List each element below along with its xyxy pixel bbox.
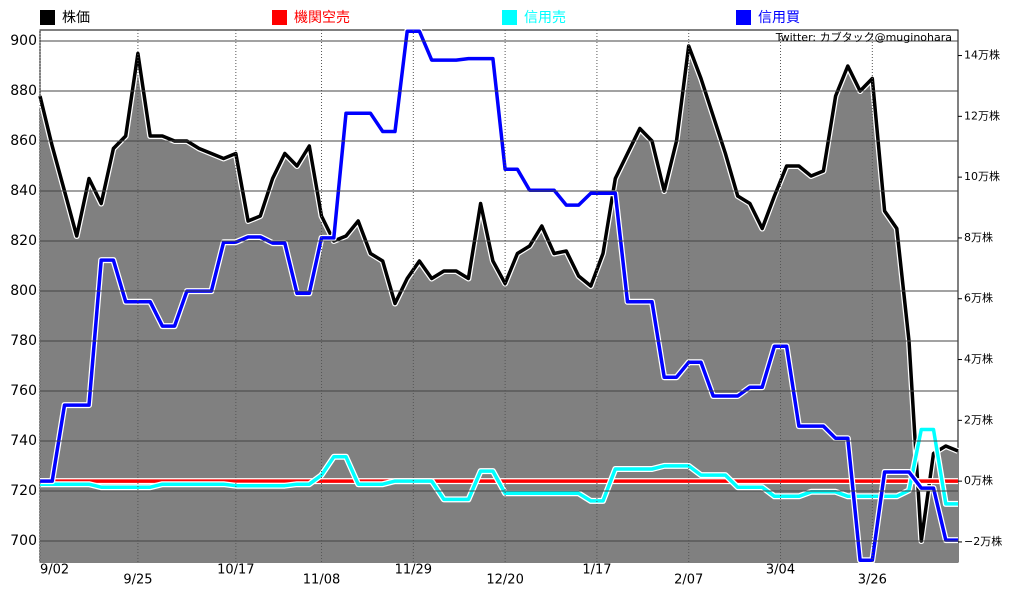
y-tick-label: 880: [10, 83, 37, 99]
annotation: Twitter: カブタック@muginohara: [775, 30, 952, 44]
y2-tick-label: 2万株: [964, 412, 993, 426]
y-tick-label: 820: [10, 233, 37, 249]
x-tick-label: 1/17: [582, 563, 611, 578]
y-tick-label: 840: [10, 183, 37, 199]
y-tick-label: 860: [10, 133, 37, 149]
legend-label: 信用売: [524, 10, 566, 26]
y2-tick-label: 10万株: [964, 169, 1000, 183]
series-line: [40, 427, 958, 506]
y2-tick-label: 6万株: [964, 291, 993, 305]
y2-tick-label: 4万株: [964, 352, 993, 366]
legend-label: 株価: [62, 10, 90, 26]
y2-tick-label: 8万株: [964, 230, 993, 244]
y-tick-label: 760: [10, 383, 37, 399]
y-tick-label: 780: [10, 333, 37, 349]
y2-tick-label: −2万株: [964, 534, 1002, 548]
y-tick-label: 800: [10, 283, 37, 299]
legend-swatch: [40, 10, 55, 25]
legend-label: 機関空売: [294, 10, 350, 26]
x-tick-label: 10/17: [217, 563, 254, 578]
y-tick-label: 700: [10, 533, 37, 549]
x-tick-label: 12/20: [486, 573, 523, 588]
y2-tick-label: 14万株: [964, 48, 1000, 62]
grid: [39, 30, 958, 562]
x-tick-label: 3/04: [766, 563, 795, 578]
y2-tick-label: 12万株: [964, 108, 1000, 122]
series-line: [38, 44, 959, 543]
axes: 700 720 740 760 780 800 820 840 860 880 900 −2万株 0万株…: [10, 33, 1002, 588]
legend-label: 信用買: [758, 10, 800, 26]
legend-swatch: [736, 10, 751, 25]
legend-swatch: [502, 10, 517, 25]
y-tick-label: 720: [10, 483, 37, 499]
x-tick-label: 11/08: [303, 573, 340, 588]
y-tick-label: 740: [10, 433, 37, 449]
x-tick-label: 11/29: [395, 563, 432, 578]
x-tick-label: 9/25: [123, 573, 152, 588]
x-tick-label: 9/02: [40, 563, 69, 578]
legend-swatch: [272, 10, 287, 25]
y2-tick-label: 0万株: [964, 473, 993, 487]
x-tick-label: 2/07: [674, 573, 703, 588]
y-tick-label: 900: [10, 33, 37, 49]
x-tick-label: 3/26: [858, 573, 887, 588]
